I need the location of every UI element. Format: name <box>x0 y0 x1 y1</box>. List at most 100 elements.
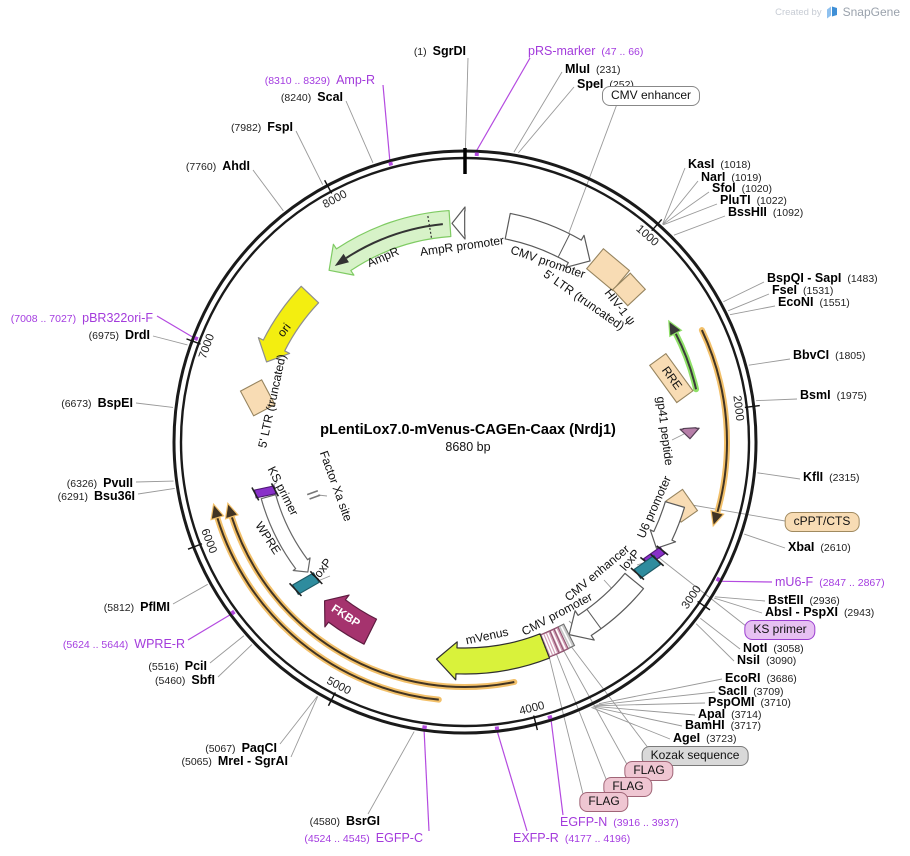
feature-divider-dashed <box>426 213 433 238</box>
primer-range-tick <box>193 336 199 342</box>
feature-arc-core <box>700 329 728 513</box>
feature-rre <box>648 352 694 404</box>
callout-PflMI <box>172 583 208 605</box>
callout-ScaI <box>345 100 374 163</box>
plasmid-size: 8680 bp <box>445 440 491 454</box>
feature-arc-core <box>345 223 443 259</box>
feature-ks-primer <box>251 483 280 501</box>
boxed-label-callout <box>553 647 609 785</box>
created-by-text: Created by <box>775 6 822 18</box>
callout-DrdI <box>152 335 188 346</box>
callout-PluTI <box>663 203 718 226</box>
feature-wpre <box>260 494 311 573</box>
feature-mvenus <box>435 633 551 681</box>
feature-divider <box>557 234 571 257</box>
scale-tick-8000 <box>324 179 333 194</box>
callout-EcoNI <box>729 305 776 316</box>
callout-SfoI <box>662 191 710 225</box>
scale-tick-1000 <box>651 219 663 232</box>
scale-tick-7000 <box>186 338 201 345</box>
callout-BamHI <box>592 706 683 727</box>
callout-SbfI <box>217 644 253 678</box>
primer-callout-EXFP-R <box>496 732 528 832</box>
primer-range-tick <box>547 714 553 720</box>
callout-MreI-SgrAI <box>290 696 319 758</box>
feature-arc-arrowhead <box>710 509 725 528</box>
callout-BsrGI <box>367 731 415 815</box>
primer-callout-EGFP-N <box>550 720 564 816</box>
feature-arc-core <box>674 332 698 390</box>
callout-MluI <box>513 71 563 153</box>
feature-arc-core <box>230 516 515 688</box>
callout-BspEI <box>135 402 174 408</box>
feature-loxp <box>630 553 665 581</box>
callout-PvuII <box>135 480 174 483</box>
primer-callout-EGFP-C <box>423 731 430 832</box>
feature-gp41-peptide <box>679 427 700 440</box>
callout-KflI <box>757 472 801 480</box>
primer-callout-Amp-R <box>382 84 391 160</box>
feature-hiv-1- <box>585 247 631 292</box>
scale-tick-4000 <box>533 715 539 731</box>
feature-arc-arrowhead <box>224 502 239 520</box>
feature-u6-promoter <box>649 501 686 549</box>
primer-callout-pBR322ori-F <box>156 315 193 338</box>
callout-AbsI-PspXI <box>714 597 763 614</box>
scale-tick-label-8000: 8000 <box>321 188 349 211</box>
callout-AgeI <box>591 707 671 740</box>
boxed-label-callout <box>563 103 618 247</box>
scale-tick-label-6000: 6000 <box>198 527 218 555</box>
callout-FseI <box>727 293 770 312</box>
scale-tick-label-2000: 2000 <box>730 395 745 422</box>
callout-FspI <box>295 130 324 185</box>
callout-ApaI <box>593 705 696 716</box>
callout-SpeI <box>517 86 575 154</box>
feature-arc-arrowhead <box>210 502 225 521</box>
scale-tick-3000 <box>697 600 711 611</box>
boxed-label-callout <box>685 503 792 523</box>
feature-arc-arrowhead <box>334 253 349 266</box>
primer-range-tick <box>388 161 394 166</box>
plasmid-title: pLentiLox7.0-mVenus-CAGEn-Caax (Nrdj1) <box>320 422 616 438</box>
callout-Bsu36I <box>137 487 175 495</box>
scale-tick-6000 <box>187 543 203 550</box>
callout-BspQI-SapI <box>723 281 765 303</box>
scale-tick-label-5000: 5000 <box>324 675 352 697</box>
feature-divider <box>586 609 602 629</box>
callout-SacII <box>596 691 716 706</box>
snapgene-brand-text: SnapGene <box>842 5 900 19</box>
feature-hiv-1- <box>611 272 647 307</box>
feature-arc-core <box>216 517 439 701</box>
snapgene-logo-icon <box>826 6 837 18</box>
feature-cmv-enhancer-cmv-promoter <box>568 572 645 641</box>
callout-BbvCI <box>748 358 791 366</box>
feature-factor-xa-site <box>306 489 321 500</box>
callout-PaqCI <box>279 695 318 745</box>
scale-tick-label-3000: 3000 <box>680 584 704 612</box>
callout-PciI <box>209 635 245 664</box>
primer-range-tick <box>230 609 236 616</box>
feature-cmv-enhancer-cmv-promoter-5-ltr-truncated- <box>504 212 591 268</box>
feature-arc-arrowhead <box>668 319 683 338</box>
callout-NsiI <box>695 623 735 662</box>
boxed-label-callout <box>547 651 585 799</box>
callout-PspOMI <box>594 702 706 707</box>
feature-connector <box>671 433 685 441</box>
feature-flag <box>539 630 560 658</box>
primer-range-tick <box>715 576 721 583</box>
callout-NarI <box>662 180 699 225</box>
callout-EcoRI <box>598 678 723 705</box>
callout-BstEII <box>714 596 766 602</box>
feature-dashed-tail <box>539 634 550 658</box>
scale-tick-5000 <box>327 692 336 707</box>
feature-ampr-promoter <box>451 206 466 240</box>
callout-SgrDI <box>464 57 469 149</box>
callout-XbaI <box>744 533 786 549</box>
callout-AhdI <box>252 169 284 212</box>
scale-tick-label-1000: 1000 <box>634 223 661 249</box>
feature-ampr <box>328 209 452 276</box>
scale-tick-2000 <box>744 404 760 409</box>
snapgene-watermark: Created by SnapGene <box>775 5 900 19</box>
